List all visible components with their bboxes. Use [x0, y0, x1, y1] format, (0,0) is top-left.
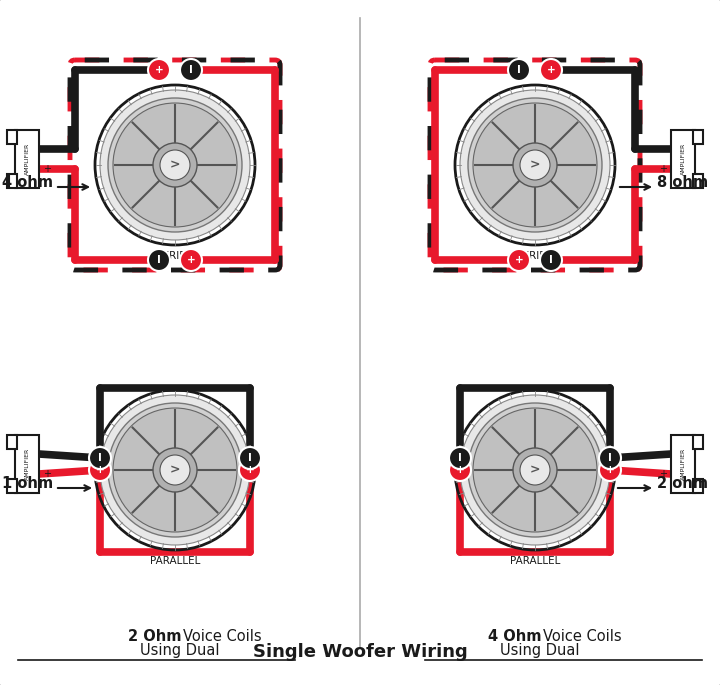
Text: +: + [43, 469, 51, 479]
Text: I: I [517, 65, 521, 75]
Text: SERIES: SERIES [157, 251, 193, 261]
Circle shape [540, 249, 562, 271]
Text: PARALLEL: PARALLEL [150, 556, 200, 566]
Text: –: – [661, 142, 667, 155]
Circle shape [89, 459, 111, 481]
Circle shape [508, 59, 530, 81]
Circle shape [449, 459, 471, 481]
Text: Voice Coils: Voice Coils [183, 629, 261, 644]
Text: Voice Coils: Voice Coils [543, 629, 621, 644]
Text: +: + [659, 164, 667, 174]
Circle shape [100, 395, 250, 545]
FancyBboxPatch shape [7, 130, 17, 144]
Text: PARALLEL: PARALLEL [510, 556, 560, 566]
Circle shape [520, 150, 550, 180]
Circle shape [473, 408, 597, 532]
Circle shape [540, 59, 562, 81]
Text: Using Dual: Using Dual [500, 643, 580, 658]
Text: 8 ohm: 8 ohm [657, 175, 708, 190]
Text: +: + [659, 469, 667, 479]
Text: +: + [96, 465, 104, 475]
Text: AMPLIFIER: AMPLIFIER [24, 143, 30, 175]
Circle shape [160, 455, 190, 485]
FancyBboxPatch shape [7, 435, 17, 449]
FancyBboxPatch shape [693, 130, 703, 144]
Circle shape [520, 455, 550, 485]
FancyBboxPatch shape [7, 174, 17, 188]
Text: +: + [246, 465, 254, 475]
Text: Single Woofer Wiring: Single Woofer Wiring [253, 643, 467, 661]
Circle shape [153, 448, 197, 492]
Circle shape [513, 448, 557, 492]
Circle shape [599, 459, 621, 481]
Text: AMPLIFIER: AMPLIFIER [680, 448, 685, 480]
FancyBboxPatch shape [693, 435, 703, 449]
Circle shape [100, 90, 250, 240]
Text: SERIES: SERIES [517, 251, 553, 261]
Text: I: I [189, 65, 193, 75]
Text: +: + [546, 65, 555, 75]
Circle shape [599, 447, 621, 469]
Text: +: + [186, 255, 195, 265]
Text: AMPLIFIER: AMPLIFIER [680, 143, 685, 175]
Circle shape [108, 98, 242, 232]
Text: AMPLIFIER: AMPLIFIER [24, 448, 30, 480]
Text: I: I [458, 453, 462, 463]
Text: +: + [155, 65, 163, 75]
FancyBboxPatch shape [15, 435, 39, 493]
Text: +: + [456, 465, 464, 475]
Circle shape [468, 403, 602, 537]
Text: 2 Ohm: 2 Ohm [128, 629, 181, 644]
Text: I: I [157, 255, 161, 265]
Text: 4 ohm: 4 ohm [2, 175, 53, 190]
Text: >: > [530, 158, 540, 171]
Text: +: + [515, 255, 523, 265]
Text: +: + [606, 465, 614, 475]
Text: I: I [248, 453, 252, 463]
Text: >: > [170, 464, 180, 477]
Text: >: > [530, 464, 540, 477]
Circle shape [160, 150, 190, 180]
Circle shape [180, 249, 202, 271]
Circle shape [239, 459, 261, 481]
Text: Using Dual: Using Dual [140, 643, 220, 658]
Circle shape [508, 249, 530, 271]
Circle shape [460, 395, 610, 545]
Circle shape [468, 98, 602, 232]
Circle shape [153, 143, 197, 187]
Text: –: – [661, 447, 667, 460]
Text: 4 Ohm: 4 Ohm [488, 629, 541, 644]
Circle shape [513, 143, 557, 187]
Circle shape [473, 103, 597, 227]
Text: I: I [608, 453, 612, 463]
Text: >: > [170, 158, 180, 171]
FancyBboxPatch shape [15, 130, 39, 188]
Circle shape [148, 59, 170, 81]
Circle shape [113, 408, 237, 532]
Circle shape [460, 90, 610, 240]
Circle shape [113, 103, 237, 227]
Circle shape [108, 403, 242, 537]
Text: I: I [549, 255, 553, 265]
Text: +: + [43, 164, 51, 174]
FancyBboxPatch shape [693, 174, 703, 188]
FancyBboxPatch shape [693, 479, 703, 493]
Circle shape [180, 59, 202, 81]
Text: 1 ohm: 1 ohm [2, 476, 53, 491]
Circle shape [89, 447, 111, 469]
Circle shape [449, 447, 471, 469]
FancyBboxPatch shape [7, 479, 17, 493]
FancyBboxPatch shape [671, 435, 695, 493]
Text: 2 ohm: 2 ohm [657, 476, 708, 491]
Text: –: – [43, 142, 49, 155]
Text: –: – [43, 447, 49, 460]
FancyBboxPatch shape [671, 130, 695, 188]
Circle shape [239, 447, 261, 469]
Circle shape [148, 249, 170, 271]
Text: I: I [98, 453, 102, 463]
